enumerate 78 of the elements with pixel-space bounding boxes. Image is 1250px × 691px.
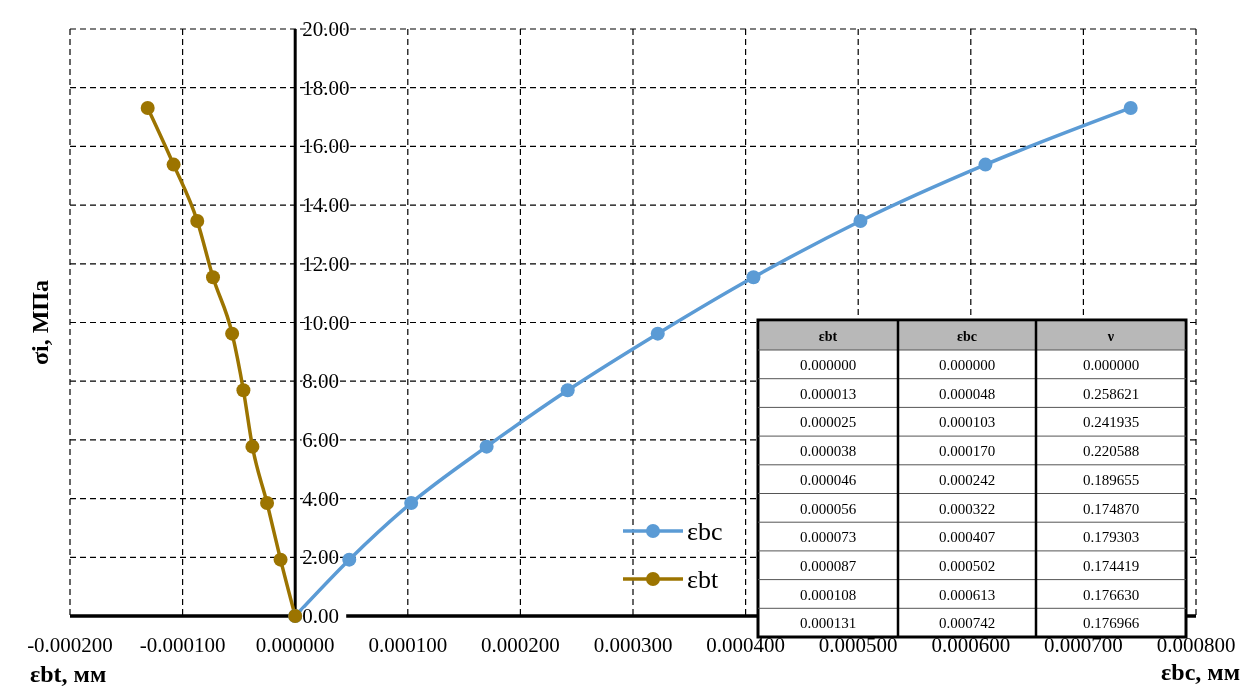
text: 0.000108 xyxy=(799,586,857,603)
text: 0.000038 xyxy=(799,443,857,460)
y-axis-title: σi, МПа xyxy=(27,279,53,366)
y-tick-label: 4.00 xyxy=(302,486,339,511)
text: 0.000322 xyxy=(938,500,996,517)
point xyxy=(206,270,220,285)
y-tick-label: 12.00 xyxy=(302,251,350,276)
point xyxy=(245,439,260,454)
point xyxy=(166,157,181,172)
text: 0.000048 xyxy=(938,385,996,402)
point xyxy=(746,270,761,285)
category-label: εbc xyxy=(957,329,977,344)
point xyxy=(225,326,240,341)
text: 0.000046 xyxy=(799,471,857,488)
y-tick-label: 20.00 xyxy=(302,17,350,41)
text: εbt, мм xyxy=(30,661,107,687)
text: 0.176630 xyxy=(1082,586,1140,603)
text: 0.000025 xyxy=(799,414,857,431)
x-tick-label: 0.000800 xyxy=(1156,633,1236,657)
text: 0.000000 xyxy=(1082,357,1140,373)
point xyxy=(236,383,251,398)
x-tick-label: 0.000100 xyxy=(368,633,448,657)
point xyxy=(560,383,575,398)
text: 0.000613 xyxy=(938,586,996,603)
text: 0.000087 xyxy=(799,557,857,574)
text: 0.000013 xyxy=(799,385,857,402)
category-label: εbt xyxy=(818,329,838,344)
category-label: ν xyxy=(1106,329,1115,344)
y-tick-label: 16.00 xyxy=(302,134,350,159)
x-tick-label: 0.000700 xyxy=(1044,633,1123,657)
text: 0.220588 xyxy=(1082,443,1140,460)
text: 0.000000 xyxy=(799,357,857,373)
point xyxy=(342,552,357,567)
y-tick-label: 14.00 xyxy=(302,193,350,218)
text: 0.000103 xyxy=(938,414,996,431)
text: 0.179303 xyxy=(1082,529,1140,546)
x-tick-label: 0.000200 xyxy=(481,633,560,657)
text: 0.000502 xyxy=(938,557,996,574)
text: 0.241935 xyxy=(1082,414,1140,431)
point xyxy=(260,496,275,510)
x-tick-label: 0.000600 xyxy=(931,633,1011,657)
y-tick-label: 6.00 xyxy=(302,427,339,452)
text: 0.000000 xyxy=(938,357,996,373)
point xyxy=(404,496,419,510)
text: 0.174870 xyxy=(1082,500,1140,517)
text: 0.000407 xyxy=(938,529,996,546)
text: 0.000056 xyxy=(799,500,857,517)
y-tick-label: 18.00 xyxy=(302,75,350,100)
x-tick-label: 0.000400 xyxy=(706,633,785,657)
y-tick-label: 2.00 xyxy=(302,545,339,570)
point xyxy=(978,157,993,172)
text: 0.000131 xyxy=(799,615,857,632)
text: 0.174419 xyxy=(1082,557,1140,574)
text: 0.000170 xyxy=(938,443,996,460)
point xyxy=(190,213,205,228)
text: 0.000073 xyxy=(799,529,857,546)
point xyxy=(853,213,868,228)
y-tick-label: 10.00 xyxy=(302,310,350,335)
text: 0.258621 xyxy=(1082,385,1140,402)
x-tick-label: 0.000000 xyxy=(255,633,335,657)
text: 0.000242 xyxy=(938,471,996,488)
x-tick-label: -0.000100 xyxy=(139,633,226,657)
x-tick-label: 0.000300 xyxy=(593,633,673,657)
text: 0.176966 xyxy=(1082,615,1140,632)
legend-label: εbt xyxy=(687,565,719,594)
y-tick-label: 0.00 xyxy=(302,604,339,628)
point xyxy=(273,552,288,567)
y-tick-label: 8.00 xyxy=(302,369,339,394)
legend-label: εbc xyxy=(687,517,723,546)
text: 0.000742 xyxy=(938,615,996,632)
point xyxy=(140,100,155,115)
point xyxy=(479,439,494,454)
x-tick-label: 0.000500 xyxy=(818,633,898,657)
point xyxy=(650,326,665,341)
x-axis-title: εbc, мм xyxy=(1161,659,1240,685)
x-tick-label: -0.000200 xyxy=(27,633,113,657)
point xyxy=(1123,100,1138,115)
text: 0.189655 xyxy=(1082,471,1140,488)
